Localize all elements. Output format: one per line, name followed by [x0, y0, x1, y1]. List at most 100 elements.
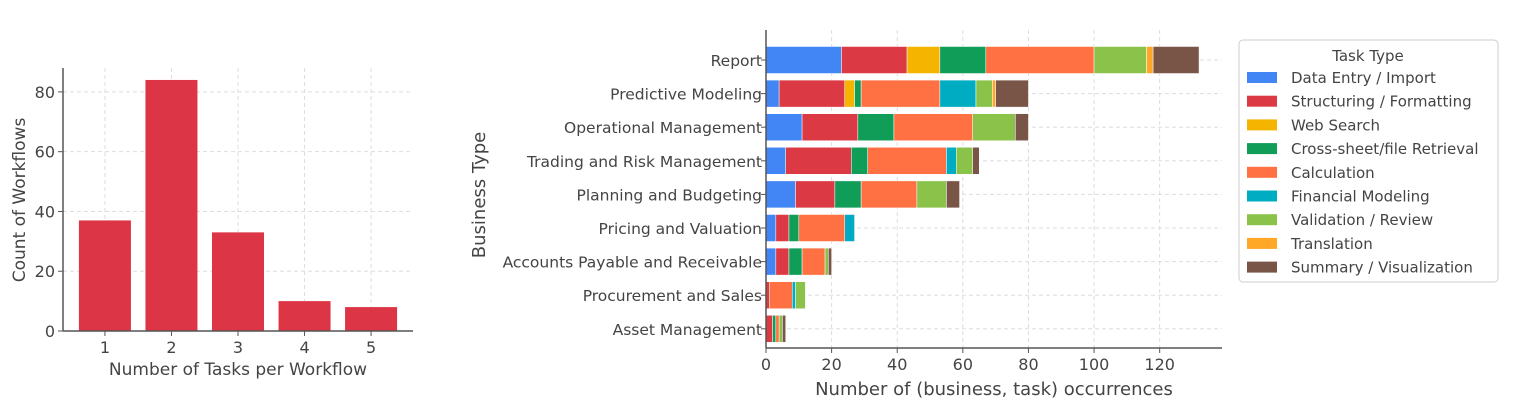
- bar-segment: [860, 79, 941, 108]
- legend-label: Validation / Review: [1291, 211, 1433, 229]
- legend-label: Summary / Visualization: [1291, 259, 1473, 277]
- bar-segment: [785, 147, 852, 175]
- y-tick-label: 40: [35, 202, 55, 221]
- bar: [145, 79, 198, 331]
- bar: [78, 220, 131, 331]
- legend-swatch: [1247, 237, 1277, 249]
- y-tick-label: Pricing and Valuation: [599, 220, 762, 238]
- y-tick-label: Predictive Modeling: [610, 86, 762, 104]
- bar-segment: [769, 281, 793, 309]
- y-tick-label: 80: [35, 83, 55, 102]
- x-tick-label: 60: [953, 355, 973, 374]
- right-y-axis-label: Business Type: [469, 132, 490, 258]
- bar: [212, 232, 264, 331]
- legend-label: Cross-sheet/file Retrieval: [1291, 140, 1479, 158]
- y-tick-label: 60: [35, 143, 55, 162]
- legend: Task Type Data Entry / Import Structuring…: [1238, 39, 1499, 283]
- legend-label: Translation: [1290, 235, 1373, 253]
- bar-segment: [939, 79, 977, 108]
- bar-segment: [844, 79, 855, 108]
- x-tick-label: 80: [1018, 355, 1038, 374]
- bar-segment: [765, 113, 803, 141]
- y-tick-label: Report: [711, 52, 762, 70]
- y-tick-label: 0: [45, 322, 55, 341]
- bar-segment: [765, 147, 786, 175]
- bar-segment: [801, 247, 826, 276]
- bar-segment: [975, 79, 993, 108]
- right-x-axis-label: Number of (business, task) occurrences: [815, 379, 1173, 400]
- y-tick-label: Accounts Payable and Receivable: [503, 254, 762, 272]
- bar-segment: [765, 46, 842, 74]
- bar: [345, 307, 398, 331]
- bar-segment: [1146, 46, 1154, 74]
- bar-segment: [765, 214, 777, 242]
- legend-label: Web Search: [1291, 116, 1380, 134]
- bar-segment: [1152, 46, 1200, 74]
- bar-segment: [916, 180, 947, 209]
- bar-segment: [972, 147, 980, 175]
- bar-segment: [765, 180, 796, 209]
- bar-segment: [946, 180, 960, 209]
- legend-swatch: [1247, 143, 1277, 155]
- y-tick-label: Operational Management: [564, 119, 762, 137]
- bar-segment: [992, 79, 996, 108]
- legend-swatch: [1247, 214, 1277, 226]
- right-stacked-bar-chart: 0 20 40 60 80 100 120 Report Predictive Modeling…: [503, 30, 1222, 374]
- bar-segment: [972, 113, 1016, 141]
- y-tick-label: Asset Management: [613, 321, 762, 339]
- bar-segment: [765, 315, 773, 343]
- legend-label: Data Entry / Import: [1291, 69, 1436, 87]
- bar-segment: [946, 147, 957, 175]
- legend-swatch: [1247, 72, 1277, 83]
- bar-segment: [824, 247, 829, 276]
- bar-segment: [788, 247, 803, 276]
- legend-swatch: [1247, 95, 1277, 107]
- bar-segment: [772, 315, 777, 343]
- legend-box: [1238, 39, 1499, 283]
- bar-segment: [939, 46, 987, 74]
- x-tick-label: 2: [166, 338, 176, 357]
- x-tick-label: 5: [366, 338, 376, 357]
- bar-segment: [893, 113, 973, 141]
- x-tick-label: 3: [233, 338, 243, 357]
- x-tick-label: 1: [100, 338, 110, 357]
- bar-segment: [795, 180, 836, 209]
- y-tick-label: 20: [35, 262, 55, 281]
- bar-segment: [860, 180, 918, 209]
- legend-label: Financial Modeling: [1291, 188, 1430, 206]
- bar-segment: [834, 180, 862, 209]
- bar-segment: [791, 281, 796, 309]
- legend-label: Structuring / Formatting: [1291, 93, 1472, 111]
- x-tick-label: 0: [761, 355, 771, 374]
- bar-segment: [857, 113, 895, 141]
- left-y-axis-label: Count of Workflows: [10, 118, 30, 283]
- bar-segment: [841, 46, 908, 74]
- bar-segment: [956, 147, 973, 175]
- bar-segment: [765, 79, 780, 108]
- bar-segment: [801, 113, 859, 141]
- bar-segment: [854, 79, 862, 108]
- bar-segment: [995, 79, 1029, 108]
- x-tick-label: 40: [887, 355, 907, 374]
- bar-segment: [985, 46, 1095, 74]
- bar-segment: [851, 147, 868, 175]
- bar-segment: [1093, 46, 1147, 74]
- legend-label: Calculation: [1291, 164, 1375, 182]
- x-tick-label: 100: [1079, 355, 1110, 374]
- x-tick-label: 4: [299, 338, 309, 357]
- bar-segment: [906, 46, 941, 74]
- bar-segment: [775, 214, 790, 242]
- bar-segment: [867, 147, 947, 175]
- bar-segment: [844, 214, 855, 242]
- bar-segment: [782, 315, 786, 343]
- y-tick-label: Trading and Risk Management: [526, 153, 762, 171]
- legend-title: Task Type: [1331, 47, 1404, 65]
- x-tick-label: 120: [1144, 355, 1175, 374]
- bar-segment: [778, 79, 845, 108]
- bar-segment: [828, 247, 832, 276]
- bar-segment: [798, 214, 845, 242]
- left-bar-chart: 0 20 40 60 80 1 2 3 4 5: [35, 68, 413, 357]
- bar-segment: [788, 214, 800, 242]
- bar-segment: [775, 315, 780, 343]
